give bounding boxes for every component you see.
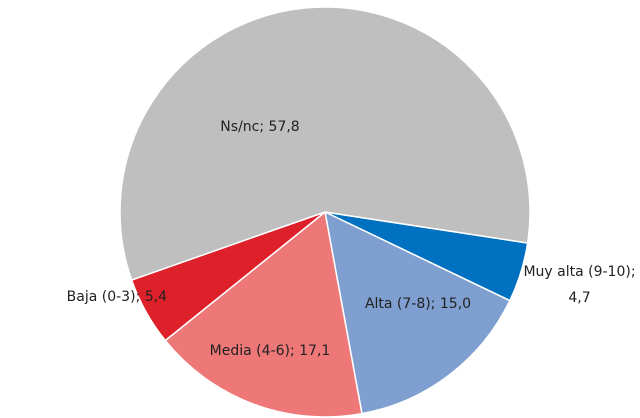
- category-label: Media (4-6): [209, 343, 290, 359]
- value-label: 4,7: [568, 290, 591, 306]
- category-label: Baja (0-3): [66, 289, 136, 305]
- pie-slice: [119, 6, 531, 281]
- pie-slice: [164, 210, 363, 418]
- value-label: 17,1: [299, 343, 331, 359]
- value-label: 15,0: [439, 296, 472, 312]
- data-label: Muy alta (9-10); 4,7: [523, 264, 636, 306]
- data-label: Alta (7-8); 15,0: [364, 296, 472, 312]
- category-label: Muy alta (9-10): [523, 264, 631, 280]
- value-label: 5,4: [144, 289, 167, 305]
- pie-slice: [323, 210, 511, 415]
- data-label: Baja (0-3); 5,4: [66, 289, 167, 305]
- category-label: Alta (7-8): [364, 296, 431, 312]
- data-label: Media (4-6); 17,1: [209, 343, 331, 359]
- value-label: 57,8: [268, 119, 300, 135]
- data-label: Ns/nc; 57,8: [220, 119, 300, 135]
- category-label: Ns/nc: [220, 119, 260, 135]
